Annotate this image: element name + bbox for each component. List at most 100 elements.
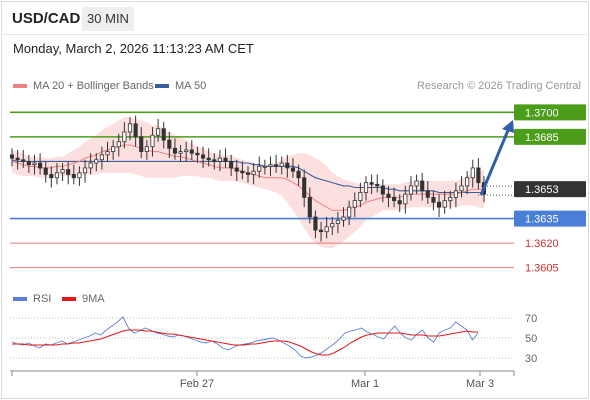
candle-up [144,146,149,152]
candle-up [127,123,133,133]
forecast-arrow-head [502,120,514,133]
candle-down [431,196,436,203]
legend-bollinger-label: MA 20 + Bollinger Bands [33,80,154,92]
candle-down [476,167,481,184]
level-badge-3 [514,210,586,227]
legend-ma50: MA 50 [155,80,206,92]
candle-up [459,185,464,192]
legend-rsi: RSI [13,293,51,305]
candle-down [195,152,200,156]
candle-down [420,180,425,192]
candle-down [167,139,172,149]
candle-up [470,167,475,179]
candle-up [60,169,65,174]
candle-up [94,159,99,164]
candle-up [465,177,470,187]
level-badge-1 [514,128,586,145]
ma50-swatch [155,84,169,89]
candle-up [453,190,458,198]
level-badge-0 [514,104,586,121]
candle-up [442,200,447,208]
candle-down [274,164,279,167]
candle-down [200,154,206,159]
level-label-0: 1.3700 [525,107,559,119]
candle-down [212,159,217,162]
candle-up [330,223,335,228]
bollinger-band [12,117,484,248]
candle-down [15,157,20,161]
candle-up [88,162,93,169]
legend-bollinger: MA 20 + Bollinger Bands [13,80,154,92]
rsi-swatch [13,297,27,302]
candle-up [54,172,60,179]
candle-up [251,170,256,175]
candle-up [77,172,82,179]
candle-up [156,128,161,136]
candle-up [268,164,273,167]
candle-down [397,200,402,205]
candle-up [279,162,284,167]
candle-up [408,185,414,195]
candle-down [71,174,76,179]
forecast-arrow-shaft [479,127,511,196]
candle-down [386,193,391,198]
candle-down [133,123,138,138]
candle-up [262,165,267,168]
candle-down [49,174,54,179]
candle-down [240,170,245,174]
candle-down [318,229,324,233]
candle-up [184,149,189,152]
candle-up [335,219,340,224]
level-label-2: 1.3653 [525,184,559,196]
candle-down [66,169,71,175]
candle-down [26,160,31,166]
candle-down [9,154,15,159]
candle-up [99,154,104,161]
candle-down [380,185,385,195]
candle-up [82,167,88,174]
rsi-tick-label: 30 [525,353,537,365]
candle-down [43,167,48,175]
candle-up [122,131,127,143]
credit-text: Research © 2026 Trading Central [416,80,581,92]
timeframe-button[interactable]: 30 MIN [82,7,134,31]
candle-down [425,190,430,198]
candle-down [245,172,251,175]
candle-up [116,141,121,148]
candle-down [139,136,144,152]
candle-up [178,151,183,154]
level-label-5: 1.3605 [525,263,559,275]
candle-up [347,206,352,218]
candle-down [172,147,178,154]
legend-rsi-label: RSI [33,293,52,305]
candle-down [189,149,194,154]
candle-down [229,160,234,169]
level-label-3: 1.3635 [525,214,559,226]
candle-up [358,192,363,202]
candle-up [448,196,453,202]
legend-9ma-label: 9MA [82,293,105,305]
candle-down [234,167,239,172]
candle-down [290,167,296,172]
candle-up [111,146,116,152]
rsi-line [11,316,479,359]
level-label-1: 1.3685 [525,132,559,144]
candle-down [223,157,228,162]
candle-up [32,162,37,166]
candle-up [257,165,262,172]
rsi-ma-swatch [62,297,76,302]
candle-down [206,157,211,161]
x-tick-label: Mar 3 [466,378,494,390]
bollinger-swatch [13,84,27,89]
candle-down [161,128,166,141]
candle-down [313,216,318,231]
candle-up [217,157,222,162]
x-tick-label: Mar 1 [351,378,379,390]
candle-down [392,196,397,202]
candle-up [363,182,369,193]
rsi-ma-line [12,329,478,356]
candle-up [352,200,357,208]
candle-down [307,196,312,218]
symbol-title: USD/CAD [12,10,81,27]
